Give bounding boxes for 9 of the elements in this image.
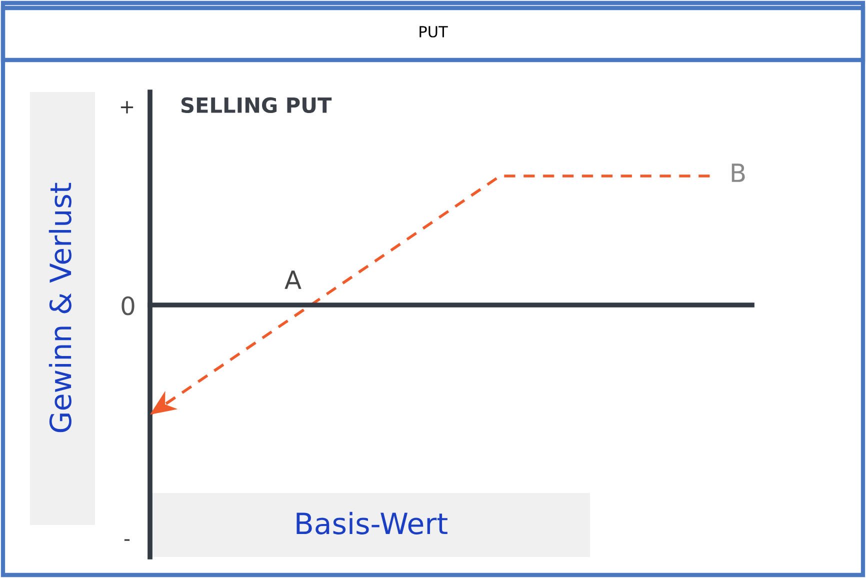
chart-subtitle: SELLING PUT — [181, 97, 332, 114]
annotation: A — [284, 270, 302, 289]
text: + — [120, 101, 134, 114]
text: 0 — [122, 296, 134, 316]
annotation: B — [732, 164, 745, 182]
x-axis-title: Basis-Wert — [296, 512, 448, 534]
y-axis-title: Gewinn & Verlust — [48, 182, 72, 432]
chart-title: PUT — [420, 26, 448, 38]
text: - — [124, 539, 130, 541]
